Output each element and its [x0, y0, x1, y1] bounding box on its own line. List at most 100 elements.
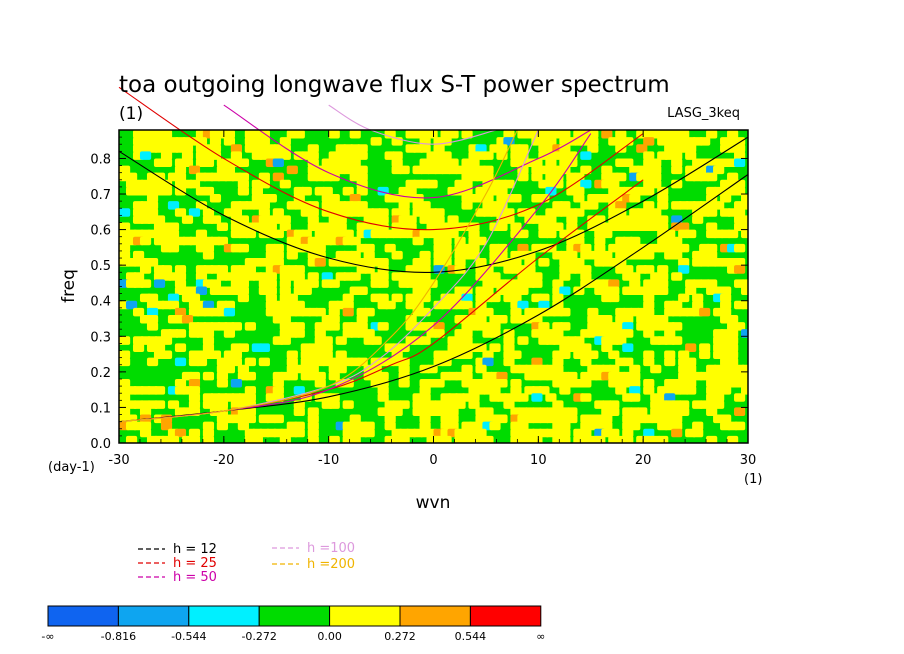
field-cell	[419, 393, 431, 402]
field-cell	[237, 179, 249, 189]
field-cell	[244, 407, 256, 416]
field-cell	[489, 386, 501, 395]
field-cell	[279, 314, 291, 324]
field-cell	[202, 329, 215, 338]
field-cell	[461, 350, 473, 360]
field-cell	[643, 300, 655, 310]
field-cell	[643, 329, 655, 338]
colorbar-segment	[117, 605, 190, 627]
field-cell	[286, 357, 298, 367]
field-cell	[405, 215, 417, 224]
field-cell	[314, 243, 326, 253]
field-cell	[139, 279, 152, 288]
field-cell	[741, 371, 748, 381]
field-cell	[545, 137, 557, 146]
field-cell	[167, 243, 180, 253]
field-cell	[279, 179, 291, 189]
field-cell	[272, 414, 284, 424]
field-cell	[356, 357, 368, 367]
field-cell	[489, 293, 501, 303]
field-cell	[244, 229, 256, 239]
field-cell	[657, 286, 669, 296]
field-cell	[146, 293, 159, 303]
y-tick-label: 0.1	[90, 401, 111, 416]
field-cell	[377, 258, 389, 267]
field-cell	[629, 421, 641, 431]
field-cell	[293, 421, 305, 431]
field-cell	[384, 421, 396, 431]
field-cell	[664, 329, 676, 338]
field-cell	[741, 300, 748, 310]
field-cell	[727, 329, 739, 338]
field-cell	[426, 179, 438, 189]
colorbar-segment	[399, 605, 471, 627]
field-cell	[622, 428, 634, 438]
field-cell	[706, 222, 718, 232]
field-cell	[685, 229, 697, 239]
field-cell	[293, 130, 305, 139]
field-cell	[349, 272, 361, 281]
field-cell	[629, 194, 641, 203]
field-cell	[174, 279, 187, 288]
field-cell	[153, 386, 166, 395]
field-cell	[146, 208, 159, 217]
field-cell	[741, 378, 748, 388]
field-cell	[293, 194, 305, 203]
field-cell	[468, 158, 480, 167]
field-cell	[349, 158, 361, 167]
field-cell	[307, 421, 319, 431]
field-cell	[629, 279, 641, 288]
field-cell	[119, 222, 131, 232]
field-cell	[454, 258, 466, 267]
field-cell	[678, 243, 690, 253]
y-tick-label: 0.4	[90, 295, 111, 310]
field-cell	[412, 236, 424, 246]
field-cell	[559, 421, 571, 431]
field-cell	[370, 137, 382, 146]
field-cell	[650, 172, 662, 182]
field-cell	[125, 172, 138, 182]
field-cell	[265, 272, 277, 281]
field-cell	[629, 236, 641, 246]
field-cell	[601, 250, 613, 260]
field-cell	[594, 435, 606, 443]
field-cell	[657, 194, 669, 203]
field-cell	[727, 314, 739, 324]
field-cell	[559, 130, 571, 139]
field-cell	[510, 222, 522, 232]
field-cell	[559, 201, 571, 210]
colorbar-label: 0.00	[317, 630, 342, 643]
x-tick-label: 20	[635, 453, 652, 468]
field-cell	[461, 329, 473, 338]
y-tick-label: 0.2	[90, 366, 111, 381]
field-cell	[384, 243, 396, 253]
field-cell	[734, 393, 746, 402]
field-cell	[552, 293, 564, 303]
field-cell	[265, 293, 277, 303]
field-cell	[146, 357, 159, 367]
field-cell	[496, 378, 508, 388]
field-cell	[517, 229, 529, 239]
field-cell	[174, 265, 187, 274]
field-cell	[657, 186, 669, 196]
field-cell	[119, 393, 131, 402]
field-cell	[202, 343, 215, 352]
field-cell	[657, 314, 669, 324]
field-cell	[146, 201, 159, 210]
field-cell	[202, 158, 215, 167]
field-cell	[307, 208, 319, 217]
field-cell	[447, 130, 459, 139]
field-cell	[342, 293, 354, 303]
chart-title: toa outgoing longwave flux S-T power spe…	[119, 72, 670, 98]
field-cell	[531, 393, 543, 402]
field-cell	[727, 350, 739, 360]
field-cell	[503, 208, 515, 217]
field-cell	[356, 179, 368, 189]
field-cell	[496, 222, 508, 232]
colorbar-label: 0.544	[455, 630, 487, 643]
field-cell	[230, 350, 242, 360]
field-cell	[307, 428, 319, 438]
y-tick-label: 0.7	[90, 188, 111, 203]
field-cell	[272, 158, 284, 167]
